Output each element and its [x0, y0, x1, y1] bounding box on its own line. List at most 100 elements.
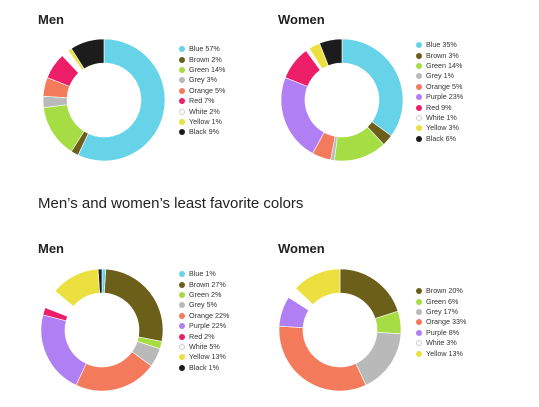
legend-swatch	[179, 302, 185, 309]
legend-swatch	[179, 354, 185, 361]
legend-swatch	[416, 42, 422, 49]
legend-men-least: Blue 1% Brown 27% Green 2% Grey 5% Orange 22…	[179, 269, 229, 373]
donut-chart-women-favorite	[280, 38, 404, 162]
legend-swatch	[416, 340, 422, 347]
legend-swatch	[179, 77, 185, 84]
legend-women-favorite: Blue 35% Brown 3% Green 14% Grey 1% Orange 5…	[416, 40, 463, 144]
legend-item-orange: Orange 5%	[416, 82, 463, 92]
legend-item-white: White 2%	[179, 106, 225, 116]
slice-yellow	[295, 268, 341, 306]
legend-item-green: Green 14%	[179, 65, 225, 75]
legend-swatch	[416, 94, 422, 101]
legend-label: Grey 5%	[189, 300, 217, 310]
legend-label: White 3%	[426, 338, 457, 348]
legend-label: Green 14%	[189, 64, 226, 74]
legend-swatch	[179, 118, 185, 125]
legend-swatch	[416, 125, 422, 132]
donut-chart-men-least	[40, 268, 164, 392]
legend-item-white: White 3%	[416, 338, 466, 348]
legend-item-blue: Blue 35%	[416, 40, 463, 50]
legend-label: Blue 57%	[189, 44, 220, 54]
legend-label: Brown 20%	[426, 286, 463, 296]
slice-orange	[75, 351, 152, 392]
legend-label: Green 2%	[189, 289, 222, 299]
legend-item-purple: Purple 23%	[416, 92, 463, 102]
legend-swatch	[179, 281, 185, 288]
legend-swatch	[416, 52, 422, 59]
legend-item-brown: Brown 20%	[416, 286, 466, 296]
legend-item-green: Green 6%	[416, 296, 466, 306]
legend-swatch	[416, 114, 422, 121]
donut-chart-men-favorite	[42, 38, 166, 162]
legend-swatch	[179, 46, 185, 53]
chart-title-women-favorite: Women	[278, 12, 325, 27]
legend-swatch	[416, 62, 422, 69]
legend-swatch	[179, 271, 185, 278]
legend-swatch	[179, 323, 185, 330]
legend-item-orange: Orange 33%	[416, 317, 466, 327]
legend-label: Grey 17%	[426, 306, 458, 316]
legend-item-black: Black 1%	[179, 363, 229, 373]
legend-label: Purple 8%	[426, 327, 460, 337]
legend-swatch	[416, 73, 422, 80]
legend-item-orange: Orange 22%	[179, 311, 229, 321]
legend-swatch	[416, 104, 422, 111]
legend-swatch	[179, 56, 185, 63]
legend-label: Blue 1%	[189, 269, 216, 279]
legend-item-grey: Grey 3%	[179, 75, 225, 85]
legend-label: Green 14%	[426, 60, 463, 70]
legend-label: Purple 22%	[189, 321, 227, 331]
legend-label: White 5%	[189, 341, 220, 351]
slice-blue	[77, 38, 166, 162]
chart-title-men-favorite: Men	[38, 12, 64, 27]
chart-title-men-least: Men	[38, 241, 64, 256]
legend-label: Brown 3%	[426, 50, 459, 60]
legend-swatch	[179, 129, 185, 136]
legend-swatch	[179, 333, 185, 340]
slice-black	[319, 38, 343, 66]
slice-purple	[40, 314, 87, 386]
slice-orange	[278, 325, 367, 392]
legend-label: Red 2%	[189, 331, 215, 341]
legend-label: Red 9%	[426, 102, 452, 112]
legend-item-yellow: Yellow 1%	[179, 117, 225, 127]
legend-label: White 2%	[189, 106, 220, 116]
legend-item-purple: Purple 8%	[416, 328, 466, 338]
legend-label: Brown 2%	[189, 54, 222, 64]
legend-label: Green 6%	[426, 296, 459, 306]
legend-item-purple: Purple 22%	[179, 321, 229, 331]
legend-item-yellow: Yellow 3%	[416, 123, 463, 133]
slice-black	[97, 268, 103, 294]
legend-label: Yellow 3%	[426, 123, 459, 133]
legend-item-grey: Grey 17%	[416, 307, 466, 317]
legend-item-yellow: Yellow 13%	[416, 348, 466, 358]
legend-swatch	[416, 319, 422, 326]
legend-label: Yellow 13%	[426, 348, 463, 358]
legend-item-brown: Brown 27%	[179, 279, 229, 289]
legend-label: Yellow 1%	[189, 116, 222, 126]
legend-label: Orange 22%	[189, 310, 230, 320]
legend-item-green: Green 2%	[179, 290, 229, 300]
legend-swatch	[416, 83, 422, 90]
legend-swatch	[416, 329, 422, 336]
legend-swatch	[416, 135, 422, 142]
legend-item-red: Red 7%	[179, 96, 225, 106]
slice-brown	[339, 268, 399, 319]
legend-label: Yellow 13%	[189, 352, 226, 362]
legend-swatch	[416, 350, 422, 357]
legend-label: Black 9%	[189, 127, 219, 137]
section-title: Men’s and women’s least favorite colors	[38, 195, 304, 212]
legend-swatch	[179, 291, 185, 298]
legend-label: Brown 27%	[189, 279, 226, 289]
legend-swatch	[416, 298, 422, 305]
slice-black	[70, 38, 105, 70]
legend-swatch	[179, 364, 185, 371]
legend-item-grey: Grey 1%	[416, 71, 463, 81]
legend-swatch	[179, 66, 185, 73]
donut-chart-women-least	[278, 268, 402, 392]
chart-title-women-least: Women	[278, 241, 325, 256]
legend-label: Black 1%	[189, 362, 219, 372]
legend-women-least: Brown 20% Green 6% Grey 17% Orange 33% Purpl…	[416, 286, 466, 359]
slice-blue	[341, 38, 404, 137]
legend-item-red: Red 9%	[416, 102, 463, 112]
